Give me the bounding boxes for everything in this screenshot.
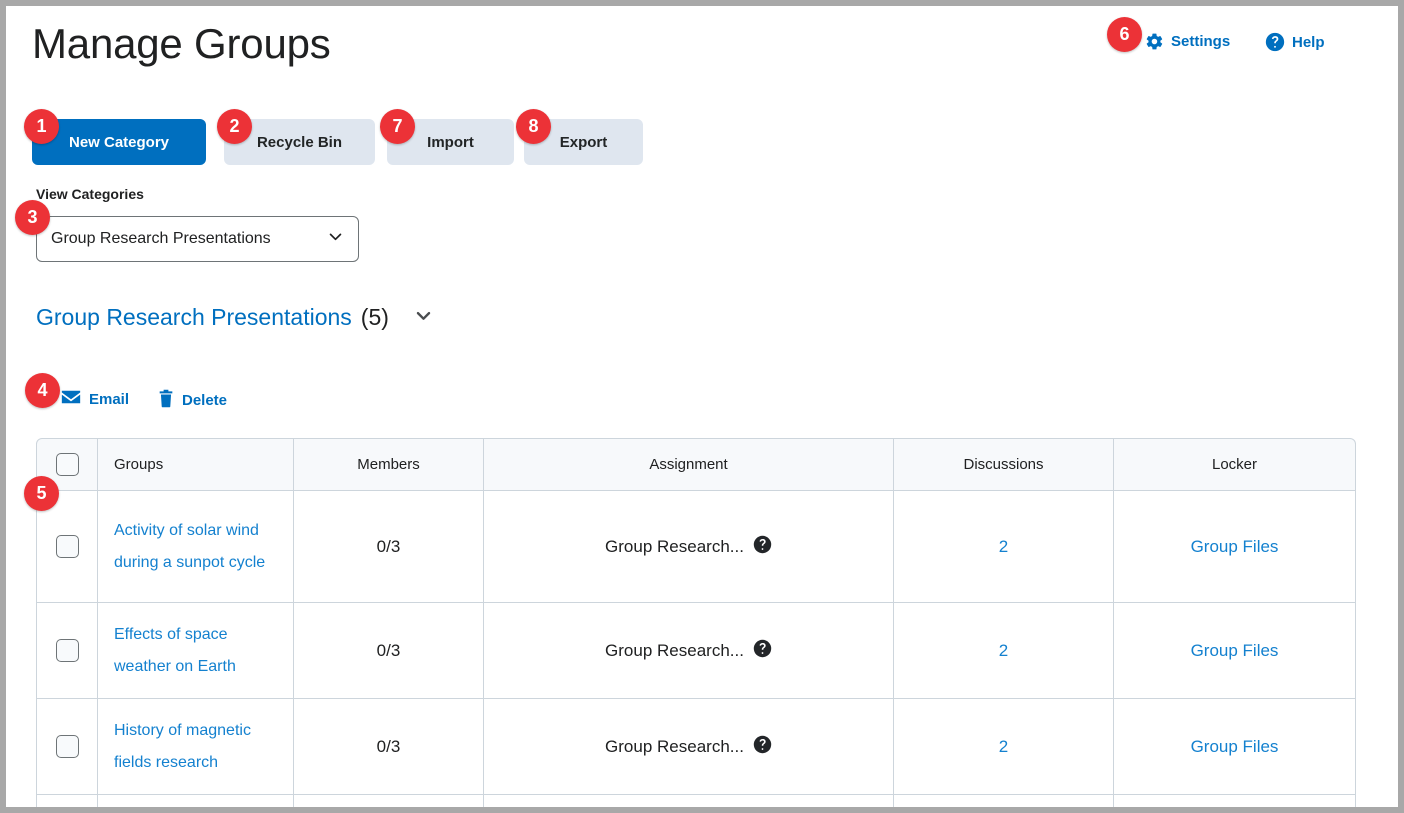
group-name-link[interactable]: History of magnetic fields research: [114, 722, 251, 771]
envelope-icon: [61, 389, 81, 409]
members-cell: 0/3: [294, 603, 484, 699]
table-row: Effects of space weather on Earth 0/3 Grou…: [36, 603, 1356, 699]
table-body: Activity of solar wind during a sunpot c…: [36, 491, 1356, 807]
page-title: Manage Groups: [32, 20, 331, 67]
row-select-cell: [36, 603, 98, 699]
group-name-cell: Activity of solar wind during a sunpot c…: [98, 491, 294, 603]
callout-badge-7: 7: [380, 109, 415, 144]
groups-table: Groups Members Assignment Discussions Lo…: [36, 438, 1356, 807]
row-select-cell: [36, 699, 98, 795]
discussions-cell: [894, 795, 1114, 807]
discussions-link[interactable]: 2: [998, 536, 1009, 556]
table-row: [36, 795, 1356, 807]
chevron-down-icon: [327, 228, 344, 250]
members-cell: 0/3: [294, 699, 484, 795]
table-row: Activity of solar wind during a sunpot c…: [36, 491, 1356, 603]
callout-badge-3: 3: [15, 200, 50, 235]
discussions-cell: 2: [894, 603, 1114, 699]
new-category-button[interactable]: New Category: [32, 119, 206, 165]
assignment-cell: Group Research...: [484, 603, 894, 699]
select-all-checkbox[interactable]: [55, 453, 79, 476]
email-label: Email: [89, 390, 130, 408]
help-link[interactable]: Help: [1265, 32, 1325, 52]
gear-icon: [1145, 32, 1164, 51]
members-cell: 0/3: [294, 491, 484, 603]
table-header-row: Groups Members Assignment Discussions Lo…: [36, 438, 1356, 491]
discussions-cell: 2: [894, 491, 1114, 603]
question-circle-icon[interactable]: [753, 535, 772, 559]
callout-badge-8: 8: [516, 109, 551, 144]
locker-link[interactable]: Group Files: [1190, 640, 1279, 660]
column-header-members: Members: [294, 438, 484, 491]
delete-action[interactable]: Delete: [158, 389, 227, 412]
view-categories-selected-value: Group Research Presentations: [51, 230, 271, 247]
row-checkbox[interactable]: [55, 735, 79, 758]
group-name-link[interactable]: Effects of space weather on Earth: [114, 626, 236, 675]
settings-link[interactable]: Settings: [1145, 32, 1230, 51]
group-name-cell: Effects of space weather on Earth: [98, 603, 294, 699]
category-heading-count: (5): [360, 304, 389, 330]
callout-badge-5: 5: [24, 476, 59, 511]
question-circle-icon[interactable]: [753, 639, 772, 663]
email-action[interactable]: Email: [61, 389, 129, 409]
locker-cell: Group Files: [1114, 603, 1356, 699]
assignment-name: Group Research...: [605, 536, 744, 556]
assignment-cell: Group Research...: [484, 699, 894, 795]
row-select-cell: [36, 795, 98, 807]
locker-link[interactable]: Group Files: [1190, 736, 1279, 756]
locker-cell: [1114, 795, 1356, 807]
row-select-cell: [36, 491, 98, 603]
assignment-cell: [484, 795, 894, 807]
view-categories-label: View Categories: [36, 186, 144, 202]
question-circle-icon: [1265, 32, 1285, 52]
question-circle-icon[interactable]: [753, 735, 772, 759]
help-label: Help: [1292, 33, 1325, 51]
page-frame: Manage Groups Settings Help New Category…: [6, 6, 1398, 807]
column-header-assignment: Assignment: [484, 438, 894, 491]
callout-badge-1: 1: [24, 109, 59, 144]
members-cell: [294, 795, 484, 807]
group-name-cell: History of magnetic fields research: [98, 699, 294, 795]
callout-badge-4: 4: [25, 373, 60, 408]
locker-link[interactable]: Group Files: [1190, 536, 1279, 556]
table-row: History of magnetic fields research 0/3 Gr…: [36, 699, 1356, 795]
table-header: Groups Members Assignment Discussions Lo…: [36, 438, 1356, 491]
group-name-link[interactable]: Activity of solar wind during a sunpot c…: [114, 522, 266, 571]
column-header-locker: Locker: [1114, 438, 1356, 491]
assignment-name: Group Research...: [605, 736, 744, 756]
row-checkbox[interactable]: [55, 639, 79, 662]
column-header-groups: Groups: [98, 438, 294, 491]
locker-cell: Group Files: [1114, 699, 1356, 795]
callout-badge-6: 6: [1107, 17, 1142, 52]
discussions-link[interactable]: 2: [998, 640, 1009, 660]
row-checkbox[interactable]: [55, 535, 79, 558]
assignment-name: Group Research...: [605, 640, 744, 660]
column-header-discussions: Discussions: [894, 438, 1114, 491]
locker-cell: Group Files: [1114, 491, 1356, 603]
discussions-cell: 2: [894, 699, 1114, 795]
settings-label: Settings: [1171, 33, 1231, 50]
discussions-link[interactable]: 2: [998, 736, 1009, 756]
chevron-down-icon[interactable]: [414, 306, 433, 330]
assignment-cell: Group Research...: [484, 491, 894, 603]
trash-icon: [158, 389, 174, 412]
group-name-cell: [98, 795, 294, 807]
view-categories-select[interactable]: Group Research Presentations: [36, 216, 359, 262]
callout-badge-2: 2: [217, 109, 252, 144]
delete-label: Delete: [182, 392, 228, 409]
category-heading: Group Research Presentations (5): [36, 304, 433, 331]
category-heading-name[interactable]: Group Research Presentations: [36, 304, 352, 330]
